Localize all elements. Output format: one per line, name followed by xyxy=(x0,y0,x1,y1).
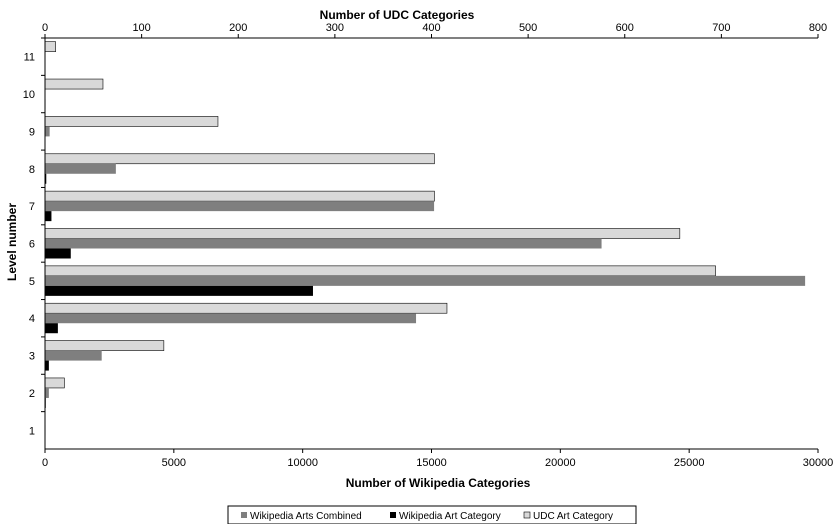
bar-udc-art-category-level-6 xyxy=(44,228,681,239)
bar-wikipedia-arts-combined-level-5 xyxy=(45,275,806,286)
bottom-x-tick-label-10000: 10000 xyxy=(287,457,318,469)
bottom-x-tick-label-15000: 15000 xyxy=(416,457,447,469)
legend: Wikipedia Arts Combined Wikipedia Art Cat… xyxy=(227,505,637,524)
top-x-tick-label-400: 400 xyxy=(422,22,440,34)
bottom-axis-title: Number of Wikipedia Categories xyxy=(346,476,531,490)
y-tick-label-9: 9 xyxy=(29,126,35,138)
legend-swatch-udc-art-category xyxy=(523,511,531,519)
legend-label-wikipedia-arts-combined: Wikipedia Arts Combined xyxy=(250,511,362,522)
bar-wikipedia-arts-combined-level-2 xyxy=(45,387,49,398)
top-x-tick-label-800: 800 xyxy=(809,22,827,34)
top-x-tick-label-100: 100 xyxy=(132,22,150,34)
bar-wikipedia-art-category-level-3 xyxy=(45,360,49,371)
bar-wikipedia-arts-combined-level-4 xyxy=(45,313,417,324)
bar-udc-art-category-level-3 xyxy=(44,340,165,351)
top-x-tick-label-200: 200 xyxy=(229,22,247,34)
y-tick-label-8: 8 xyxy=(29,164,35,176)
bar-wikipedia-arts-combined-level-9 xyxy=(45,126,50,137)
y-tick-label-1: 1 xyxy=(29,425,35,437)
y-tick-label-5: 5 xyxy=(29,276,35,288)
top-x-tick-label-500: 500 xyxy=(519,22,537,34)
bar-wikipedia-art-category-level-7 xyxy=(45,211,52,222)
y-tick-label-2: 2 xyxy=(29,388,35,400)
y-axis-title: Level number xyxy=(5,203,19,281)
legend-label-wikipedia-art-category: Wikipedia Art Category xyxy=(399,511,501,522)
legend-frame xyxy=(227,505,637,524)
bottom-x-tick-label-0: 0 xyxy=(42,457,48,469)
legend-swatch-wikipedia-arts-combined xyxy=(241,512,247,518)
bar-wikipedia-arts-combined-level-3 xyxy=(45,350,102,361)
y-tick-label-7: 7 xyxy=(29,201,35,213)
bar-udc-art-category-level-11 xyxy=(44,41,56,52)
top-axis-title: Number of UDC Categories xyxy=(320,8,475,22)
bar-udc-art-category-level-2 xyxy=(44,377,65,389)
bar-udc-art-category-level-10 xyxy=(44,78,104,90)
bottom-x-tick-label-30000: 30000 xyxy=(803,457,834,469)
bar-udc-art-category-level-9 xyxy=(44,116,219,127)
bar-udc-art-category-level-7 xyxy=(44,190,435,202)
bar-wikipedia-art-category-level-4 xyxy=(45,323,58,334)
bottom-x-tick-label-5000: 5000 xyxy=(162,457,186,469)
top-x-tick-label-0: 0 xyxy=(42,22,48,34)
bar-wikipedia-art-category-level-5 xyxy=(45,285,313,296)
y-tick-label-6: 6 xyxy=(29,239,35,251)
y-tick-label-11: 11 xyxy=(24,52,35,64)
bar-wikipedia-arts-combined-level-7 xyxy=(45,201,435,212)
bar-udc-art-category-level-4 xyxy=(44,302,448,314)
bar-wikipedia-art-category-level-8 xyxy=(45,173,47,184)
top-x-tick-label-600: 600 xyxy=(616,22,634,34)
bar-wikipedia-arts-combined-level-6 xyxy=(45,238,602,249)
bar-wikipedia-art-category-level-6 xyxy=(45,248,71,259)
top-x-tick-label-300: 300 xyxy=(326,22,344,34)
bar-wikipedia-arts-combined-level-8 xyxy=(45,163,116,174)
bar-udc-art-category-level-5 xyxy=(44,265,716,277)
top-x-tick-label-700: 700 xyxy=(712,22,730,34)
bottom-x-tick-label-25000: 25000 xyxy=(674,457,705,469)
legend-swatch-wikipedia-art-category xyxy=(390,512,396,518)
bottom-x-tick-label-20000: 20000 xyxy=(545,457,576,469)
y-tick-label-4: 4 xyxy=(29,313,35,325)
y-tick-label-10: 10 xyxy=(23,89,35,101)
bar-udc-art-category-level-8 xyxy=(44,153,435,165)
plot-area xyxy=(44,41,806,446)
legend-label-udc-art-category: UDC Art Category xyxy=(533,511,613,522)
y-tick-label-3: 3 xyxy=(29,351,35,363)
